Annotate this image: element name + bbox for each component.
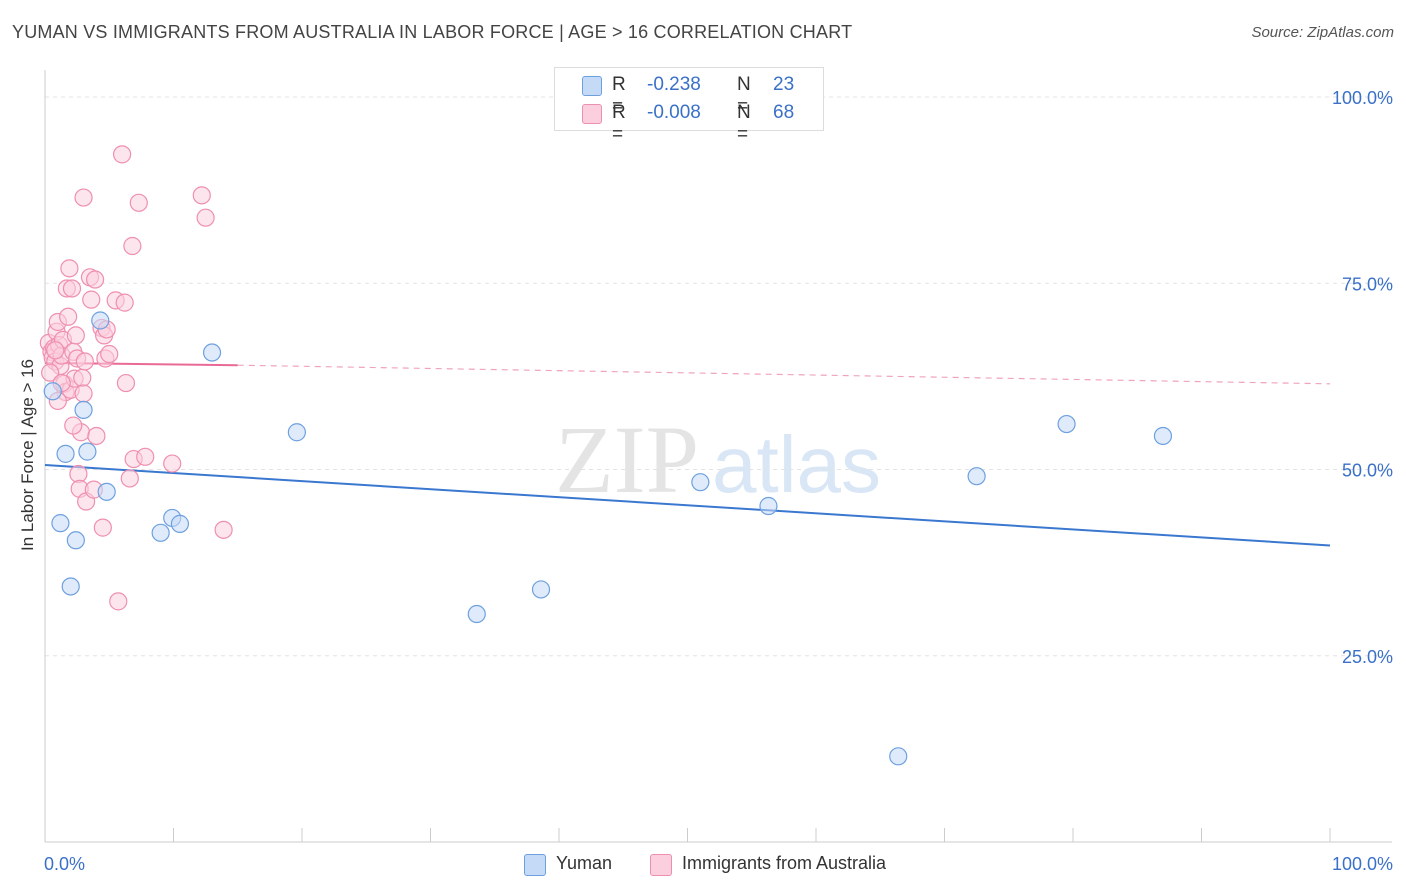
r-label: R = [612,102,626,145]
yuman-point [43,382,62,401]
yuman-point [202,343,222,362]
australia-point [214,520,233,539]
y-tick-label: 50.0% [1342,461,1393,481]
australia-point [73,368,92,387]
australia-point [129,193,148,212]
yuman-point [74,400,93,419]
y-tick-label: 25.0% [1342,647,1393,667]
yuman-point [97,482,116,501]
legend-label-australia: Immigrants from Australia [682,853,887,873]
australia-point [100,344,119,364]
stats-box: R = -0.238 N = 23 R = -0.008 N = 68 [554,67,824,145]
data-points [39,145,1173,766]
chart-title: YUMAN VS IMMIGRANTS FROM AUSTRALIA IN LA… [12,22,853,42]
x-tick-label: 0.0% [44,854,85,874]
n-value: 68 [773,102,795,123]
yuman-point [56,444,75,463]
australia-point [123,236,142,256]
australia-point [116,373,136,393]
yuman-point [61,577,80,596]
y-tick-label: 75.0% [1342,274,1393,294]
grid-lines [45,96,1392,657]
australia-point [82,290,101,309]
australia-point [192,186,211,205]
yuman-point [467,604,486,624]
n-label: N = [737,102,751,145]
yuman-point [759,496,778,516]
yuman-point [691,473,710,492]
yuman-point [91,311,110,330]
n-label: N = [737,74,751,117]
australia-point [109,592,128,611]
trend-line-extension [237,364,1331,385]
r-value: -0.238 [647,74,701,95]
yuman-point [531,580,551,599]
r-value: -0.008 [647,102,701,123]
yuman-point [1153,426,1173,446]
yuman-point [170,514,190,533]
yuman-point [66,531,85,550]
australia-point [59,307,78,326]
legend-swatch-yuman [524,854,546,876]
australia-point [86,270,105,289]
australia-point [41,363,60,382]
yuman-point [889,747,908,766]
australia-point [74,384,93,403]
australia-point [64,416,83,435]
yuman-point [287,423,306,442]
yuman-point [51,514,70,533]
australia-point [74,188,93,207]
australia-point [60,259,79,278]
australia-point [115,293,134,312]
axes [44,70,1392,843]
australia-swatch [582,104,602,124]
n-value: 23 [773,74,795,95]
zipatlas-watermark: ZIP atlas [555,406,881,513]
australia-point [87,426,106,446]
australia-point [136,447,155,466]
australia-point [46,341,65,360]
yuman-point [1057,414,1076,434]
yuman-point [967,467,986,486]
watermark-atlas: atlas [712,420,881,509]
tick-labels: 25.0% 50.0% 75.0% 100.0% 0.0% 100.0% [44,88,1393,874]
yuman-point [151,523,170,542]
australia-point [66,326,85,345]
australia-point [163,454,182,473]
source-label: Source: ZipAtlas.com [1251,24,1394,41]
yuman-point [78,442,97,461]
r-label: R = [612,74,626,117]
x-tick-label: 100.0% [1332,854,1393,874]
australia-point [120,469,139,488]
australia-point [75,352,94,371]
legend-label-yuman: Yuman [556,853,613,873]
australia-point [93,518,112,537]
trend-line [44,464,1331,547]
y-tick-label: 100.0% [1332,88,1393,108]
yuman-swatch [582,76,602,96]
australia-point [112,145,132,164]
australia-point [196,208,215,227]
australia-point [62,279,82,298]
watermark-zip: ZIP [555,406,699,513]
legend-swatch-australia [650,854,672,876]
